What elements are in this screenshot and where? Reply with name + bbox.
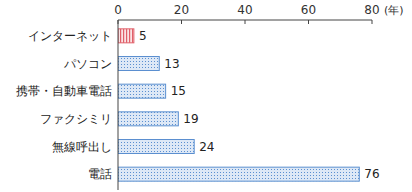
x-tick (181, 20, 182, 24)
x-tick (372, 20, 373, 24)
category-label: パソコン (63, 57, 112, 71)
x-tick-label: 20 (174, 3, 189, 17)
x-tick (118, 20, 119, 24)
bar (118, 84, 166, 98)
bar (118, 112, 178, 126)
data-label: 19 (183, 112, 198, 126)
category-label: ファクシミリ (40, 112, 112, 126)
data-label: 24 (199, 140, 214, 154)
category-label: 無線呼出し (52, 140, 112, 154)
x-tick-label: 0 (114, 3, 122, 17)
data-label: 76 (364, 167, 379, 181)
category-label: インターネット (28, 29, 112, 43)
y-axis-line (118, 20, 119, 190)
x-tick-label: 60 (301, 3, 316, 17)
bar (118, 140, 194, 154)
bar (118, 29, 134, 43)
x-axis-label: (年) (384, 4, 404, 17)
category-label: 電話 (88, 167, 112, 181)
bars (118, 29, 359, 181)
category-label: 携帯・自動車電話 (16, 84, 112, 98)
bar (118, 57, 159, 71)
data-label: 13 (164, 57, 179, 71)
data-label: 5 (139, 29, 147, 43)
data-label: 15 (171, 84, 186, 98)
chart-svg: 0 20 40 60 80 (年) インターネットパソコン携帯・自動車電話ファクシミリ無線呼… (0, 0, 412, 192)
x-tick (245, 20, 246, 24)
x-tick-label: 40 (237, 3, 252, 17)
bar (118, 167, 359, 181)
x-tick-label: 80 (364, 3, 379, 17)
x-tick (308, 20, 309, 24)
chart-container: 0 20 40 60 80 (年) インターネットパソコン携帯・自動車電話ファクシミリ無線呼… (0, 0, 412, 192)
